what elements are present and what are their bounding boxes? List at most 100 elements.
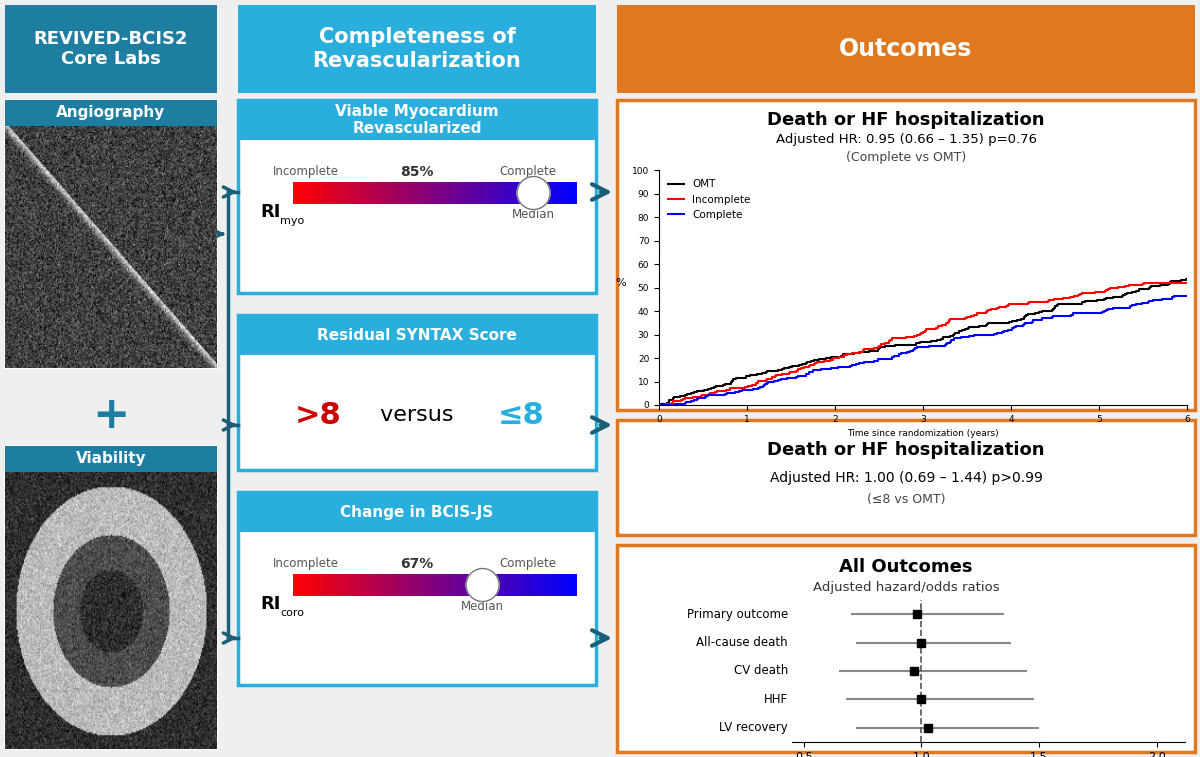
FancyBboxPatch shape <box>430 182 431 204</box>
FancyBboxPatch shape <box>499 182 502 204</box>
Text: Adjusted HR: 0.95 (0.66 – 1.35) p=0.76: Adjusted HR: 0.95 (0.66 – 1.35) p=0.76 <box>775 133 1037 147</box>
FancyBboxPatch shape <box>428 182 431 204</box>
FancyBboxPatch shape <box>5 5 217 93</box>
Text: (Complete vs OMT): (Complete vs OMT) <box>846 151 966 164</box>
FancyBboxPatch shape <box>444 574 445 596</box>
FancyBboxPatch shape <box>545 182 546 204</box>
FancyBboxPatch shape <box>437 182 439 204</box>
FancyBboxPatch shape <box>438 574 439 596</box>
FancyBboxPatch shape <box>358 182 360 204</box>
FancyBboxPatch shape <box>496 182 497 204</box>
FancyBboxPatch shape <box>349 574 352 596</box>
FancyBboxPatch shape <box>476 182 479 204</box>
FancyBboxPatch shape <box>344 574 346 596</box>
Text: RI: RI <box>260 595 281 613</box>
FancyBboxPatch shape <box>365 182 366 204</box>
FancyBboxPatch shape <box>481 182 482 204</box>
FancyBboxPatch shape <box>455 182 456 204</box>
FancyBboxPatch shape <box>516 574 517 596</box>
FancyBboxPatch shape <box>409 574 410 596</box>
Text: 67%: 67% <box>401 557 433 571</box>
FancyBboxPatch shape <box>352 574 353 596</box>
FancyBboxPatch shape <box>574 574 575 596</box>
Text: All Outcomes: All Outcomes <box>839 558 973 576</box>
FancyBboxPatch shape <box>402 574 404 596</box>
FancyBboxPatch shape <box>373 574 374 596</box>
FancyBboxPatch shape <box>490 574 491 596</box>
FancyBboxPatch shape <box>560 574 563 596</box>
FancyBboxPatch shape <box>298 182 299 204</box>
FancyBboxPatch shape <box>413 574 414 596</box>
FancyBboxPatch shape <box>452 182 454 204</box>
FancyBboxPatch shape <box>300 574 301 596</box>
FancyBboxPatch shape <box>571 182 572 204</box>
FancyBboxPatch shape <box>374 182 376 204</box>
FancyBboxPatch shape <box>571 574 572 596</box>
Circle shape <box>466 569 499 602</box>
FancyBboxPatch shape <box>497 574 498 596</box>
FancyBboxPatch shape <box>408 574 409 596</box>
FancyBboxPatch shape <box>348 182 349 204</box>
FancyBboxPatch shape <box>442 574 443 596</box>
FancyBboxPatch shape <box>346 182 347 204</box>
FancyBboxPatch shape <box>556 182 558 204</box>
FancyBboxPatch shape <box>466 574 467 596</box>
FancyBboxPatch shape <box>300 574 302 596</box>
FancyBboxPatch shape <box>440 574 442 596</box>
FancyBboxPatch shape <box>371 182 373 204</box>
FancyBboxPatch shape <box>425 574 426 596</box>
FancyBboxPatch shape <box>294 574 295 596</box>
FancyBboxPatch shape <box>554 574 556 596</box>
FancyBboxPatch shape <box>352 182 353 204</box>
Text: coro: coro <box>280 608 304 618</box>
FancyBboxPatch shape <box>474 182 475 204</box>
FancyBboxPatch shape <box>486 182 487 204</box>
FancyBboxPatch shape <box>499 574 502 596</box>
FancyBboxPatch shape <box>397 182 398 204</box>
FancyBboxPatch shape <box>556 574 558 596</box>
FancyBboxPatch shape <box>328 574 329 596</box>
FancyBboxPatch shape <box>401 574 402 596</box>
FancyBboxPatch shape <box>557 182 558 204</box>
FancyBboxPatch shape <box>508 574 510 596</box>
FancyBboxPatch shape <box>410 574 412 596</box>
FancyBboxPatch shape <box>350 182 352 204</box>
FancyBboxPatch shape <box>323 182 324 204</box>
FancyBboxPatch shape <box>434 182 436 204</box>
FancyBboxPatch shape <box>412 182 413 204</box>
FancyBboxPatch shape <box>433 182 434 204</box>
FancyBboxPatch shape <box>486 182 488 204</box>
FancyBboxPatch shape <box>492 574 493 596</box>
FancyBboxPatch shape <box>325 182 326 204</box>
FancyBboxPatch shape <box>415 574 416 596</box>
FancyBboxPatch shape <box>361 574 362 596</box>
FancyBboxPatch shape <box>300 182 302 204</box>
FancyBboxPatch shape <box>422 182 424 204</box>
FancyBboxPatch shape <box>334 182 335 204</box>
FancyBboxPatch shape <box>547 574 548 596</box>
FancyBboxPatch shape <box>574 182 576 204</box>
FancyBboxPatch shape <box>358 574 359 596</box>
FancyBboxPatch shape <box>416 182 418 204</box>
FancyBboxPatch shape <box>530 182 532 204</box>
FancyBboxPatch shape <box>313 182 316 204</box>
FancyBboxPatch shape <box>336 574 338 596</box>
FancyBboxPatch shape <box>347 182 348 204</box>
FancyBboxPatch shape <box>340 574 342 596</box>
FancyBboxPatch shape <box>486 574 488 596</box>
FancyBboxPatch shape <box>512 182 514 204</box>
Text: versus: versus <box>373 405 461 425</box>
FancyBboxPatch shape <box>475 182 476 204</box>
FancyBboxPatch shape <box>548 574 550 596</box>
FancyBboxPatch shape <box>514 574 515 596</box>
FancyBboxPatch shape <box>560 182 562 204</box>
FancyBboxPatch shape <box>530 574 532 596</box>
FancyBboxPatch shape <box>539 182 540 204</box>
FancyBboxPatch shape <box>419 182 420 204</box>
FancyBboxPatch shape <box>313 182 314 204</box>
FancyBboxPatch shape <box>431 182 432 204</box>
Text: +: + <box>92 394 130 438</box>
Text: Death or HF hospitalization: Death or HF hospitalization <box>767 441 1045 459</box>
FancyBboxPatch shape <box>449 574 450 596</box>
FancyBboxPatch shape <box>325 574 326 596</box>
